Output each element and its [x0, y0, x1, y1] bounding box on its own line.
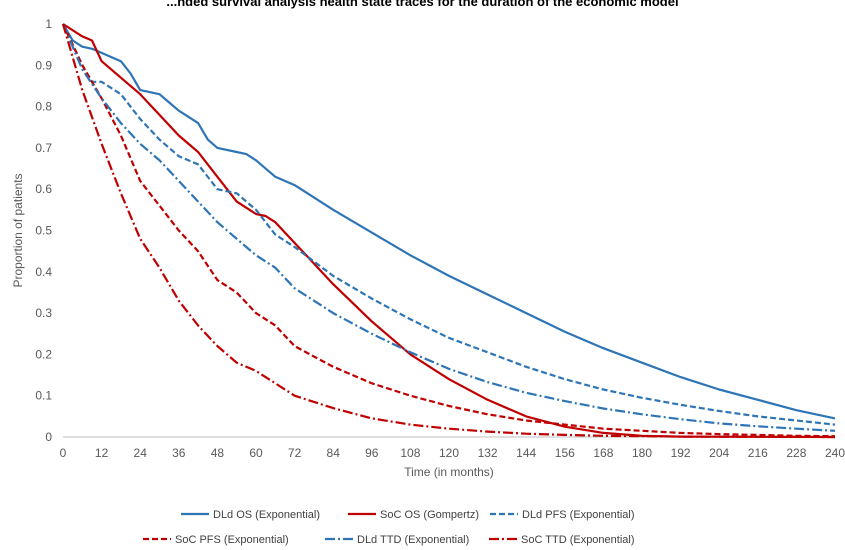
y-tick-label: 0.6: [35, 182, 52, 196]
series-line-5: [61, 23, 836, 432]
series-lines: [61, 23, 836, 439]
legend-label: DLd OS (Exponential): [213, 509, 320, 521]
x-tick-label: 84: [327, 446, 341, 460]
x-tick-label: 36: [172, 446, 186, 460]
x-tick-label: 12: [95, 446, 109, 460]
x-tick-label: 108: [400, 446, 420, 460]
x-tick-label: 0: [60, 446, 67, 460]
x-tick-label: 228: [786, 446, 806, 460]
legend-label: DLd PFS (Exponential): [522, 509, 635, 521]
x-tick-label: 144: [516, 446, 536, 460]
series-line-4: [62, 23, 836, 438]
chart-title: ...nded survival analysis health state t…: [166, 0, 679, 9]
series-line-1: [62, 23, 836, 420]
x-tick-label: 156: [555, 446, 575, 460]
x-tick-label: 48: [211, 446, 225, 460]
x-tick-label: 24: [134, 446, 148, 460]
x-tick-label: 192: [671, 446, 691, 460]
y-tick-label: 0.1: [35, 389, 52, 403]
x-tick-label: 168: [593, 446, 613, 460]
x-axis-title: Time (in months): [404, 465, 494, 479]
x-tick-label: 216: [748, 446, 768, 460]
x-tick-label: 204: [709, 446, 729, 460]
y-tick-label: 0.7: [35, 141, 52, 155]
legend-label: SoC PFS (Exponential): [175, 534, 289, 546]
x-tick-label: 96: [365, 446, 379, 460]
y-tick-label: 1: [45, 17, 52, 31]
legend-label: SoC TTD (Exponential): [521, 534, 635, 546]
x-tick-label: 60: [249, 446, 263, 460]
y-tick-label: 0.3: [35, 306, 52, 320]
legend-label: SoC OS (Gompertz): [380, 509, 479, 521]
x-tick-label: 180: [632, 446, 652, 460]
x-tick-label: 72: [288, 446, 302, 460]
x-tick-label: 120: [439, 446, 459, 460]
series-line-2: [62, 23, 836, 439]
y-tick-label: 0.9: [35, 58, 52, 72]
x-tick-label: 132: [478, 446, 498, 460]
y-tick-label: 0: [45, 430, 52, 444]
y-tick-label: 0.5: [35, 224, 52, 238]
y-tick-label: 0.8: [35, 100, 52, 114]
x-tick-label: 240: [825, 446, 845, 460]
legend: DLd OS (Exponential) SoC OS (Gompertz) DLd…: [143, 509, 635, 546]
y-axis-title: Proportion of patients: [11, 173, 25, 287]
series-line-3: [62, 23, 836, 426]
series-line-6: [61, 23, 836, 439]
legend-label: DLd TTD (Exponential): [357, 534, 469, 546]
axes: 0 12 24 36 48 60 72 84 96 108 120 132 144 156 168 180 19…: [35, 17, 845, 460]
y-tick-label: 0.4: [35, 265, 52, 279]
y-tick-label: 0.2: [35, 347, 52, 361]
